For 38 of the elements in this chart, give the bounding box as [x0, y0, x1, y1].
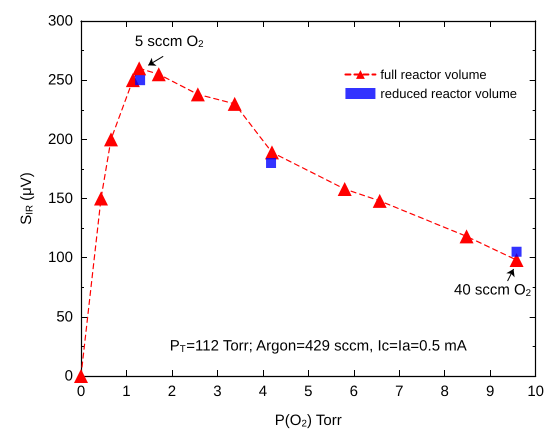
point	[104, 132, 118, 146]
point	[266, 158, 276, 168]
y-tick-label: 100	[48, 249, 73, 266]
x-tick-label: 6	[350, 383, 358, 400]
point	[74, 369, 88, 383]
point	[460, 229, 474, 244]
x-axis-title: P(O2) Torr	[274, 412, 342, 430]
point	[338, 182, 352, 196]
annotation: 5 sccm O2	[134, 32, 204, 50]
y-tick-label: 300	[48, 12, 73, 30]
point	[135, 75, 146, 86]
legend-label: full reactor volume	[380, 67, 487, 82]
point	[228, 96, 242, 111]
point	[512, 246, 522, 257]
y-tick-label: 150	[48, 190, 73, 207]
x-tick-label: 5	[304, 383, 312, 400]
x-tick-label: 2	[168, 383, 176, 400]
x-tick-label: 3	[213, 383, 222, 400]
annotation: PT=112 Torr; Argon=429 sccm, Ic=Ia=0.5 mA	[170, 338, 467, 355]
y-tick-label: 250	[48, 72, 73, 89]
point	[190, 87, 205, 102]
x-tick-label: 1	[122, 383, 131, 400]
x-tick-label: 10	[527, 383, 544, 400]
annotation: 40 sccm O2	[454, 282, 532, 299]
x-tick-label: 9	[486, 383, 494, 400]
y-tick-label: 200	[48, 130, 73, 148]
x-tick-label: 8	[440, 383, 449, 400]
y-tick-label: 0	[64, 368, 73, 384]
y-axis-title: SIR (μV)	[18, 172, 36, 225]
x-tick-label: 7	[395, 383, 404, 400]
point	[372, 194, 387, 208]
point	[152, 67, 166, 82]
x-tick-label: 0	[76, 383, 86, 400]
y-tick-label: 50	[56, 308, 73, 326]
point	[94, 192, 108, 206]
point	[132, 61, 146, 76]
x-tick-label: 4	[258, 383, 268, 400]
legend-label: reduced reactor volume	[380, 86, 518, 101]
